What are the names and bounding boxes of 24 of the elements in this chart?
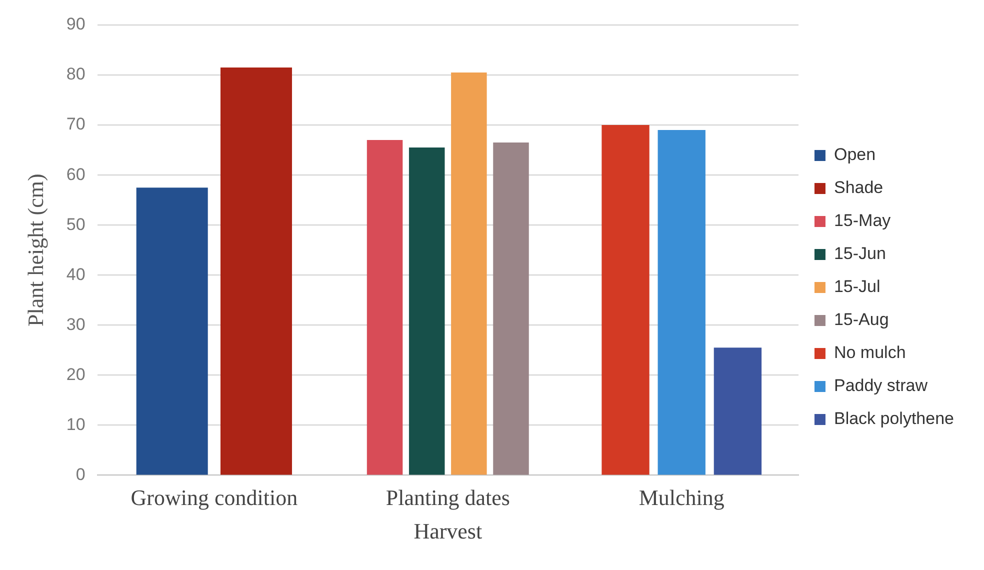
y-tick-label: 0 bbox=[76, 464, 86, 484]
legend-label: Open bbox=[834, 145, 876, 164]
y-tick-label: 90 bbox=[66, 14, 86, 34]
y-tick-label: 20 bbox=[66, 364, 86, 384]
x-tick-label: Mulching bbox=[638, 485, 724, 510]
legend-label: 15-Aug bbox=[834, 310, 889, 330]
legend-label: 15-Jul bbox=[834, 277, 880, 296]
y-tick-label: 40 bbox=[66, 264, 86, 284]
legend-label: 15-May bbox=[834, 211, 892, 230]
y-tick-label: 10 bbox=[66, 414, 86, 434]
legend-label: No mulch bbox=[834, 343, 906, 362]
legend-label: Paddy straw bbox=[834, 376, 928, 396]
legend-label: Shade bbox=[834, 178, 884, 198]
legend-label: 15-Jun bbox=[834, 244, 886, 264]
x-tick-label: Planting dates bbox=[386, 485, 510, 510]
y-tick-label: 30 bbox=[66, 314, 86, 334]
y-tick-label: 80 bbox=[66, 64, 86, 84]
y-tick-label: 50 bbox=[66, 214, 86, 234]
y-axis-title: Plant height (cm) bbox=[22, 174, 48, 326]
y-tick-label: 60 bbox=[66, 164, 86, 184]
legend-label: Black polythene bbox=[834, 409, 954, 428]
y-tick-label: 70 bbox=[66, 114, 86, 134]
x-tick-label: Growing condition bbox=[130, 485, 298, 510]
x-axis-title: Harvest bbox=[414, 518, 482, 544]
